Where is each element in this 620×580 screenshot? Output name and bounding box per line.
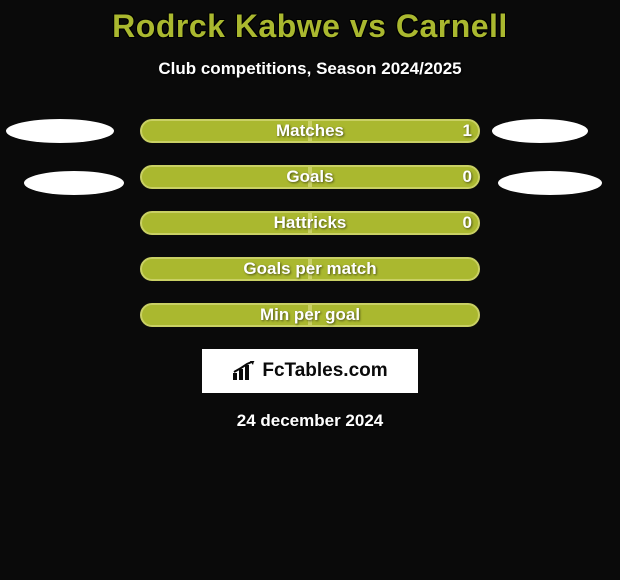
portrait-ellipse-0 [6,119,114,143]
brand-logo-box: FcTables.com [202,349,418,393]
stat-value-right: 0 [463,211,472,235]
stat-row: Matches1 [140,119,480,143]
portrait-ellipse-1 [24,171,124,195]
stat-row: Goals0 [140,165,480,189]
bars-icon [232,361,258,381]
stat-row: Min per goal [140,303,480,327]
date-line: 24 december 2024 [0,411,620,431]
portrait-ellipse-3 [498,171,602,195]
stat-label: Hattricks [140,211,480,235]
brand-text: FcTables.com [262,360,387,382]
stat-value-right: 0 [463,165,472,189]
page-title: Rodrck Kabwe vs Carnell [0,0,620,45]
subtitle: Club competitions, Season 2024/2025 [0,59,620,79]
stat-label: Min per goal [140,303,480,327]
stat-row: Hattricks0 [140,211,480,235]
stat-row: Goals per match [140,257,480,281]
stat-label: Goals [140,165,480,189]
stat-label: Matches [140,119,480,143]
stat-value-right: 1 [463,119,472,143]
brand-logo: FcTables.com [232,360,387,382]
chart-stage: Matches1Goals0Hattricks0Goals per matchM… [0,119,620,327]
bars-container: Matches1Goals0Hattricks0Goals per matchM… [140,119,480,327]
portrait-ellipse-2 [492,119,588,143]
stat-label: Goals per match [140,257,480,281]
